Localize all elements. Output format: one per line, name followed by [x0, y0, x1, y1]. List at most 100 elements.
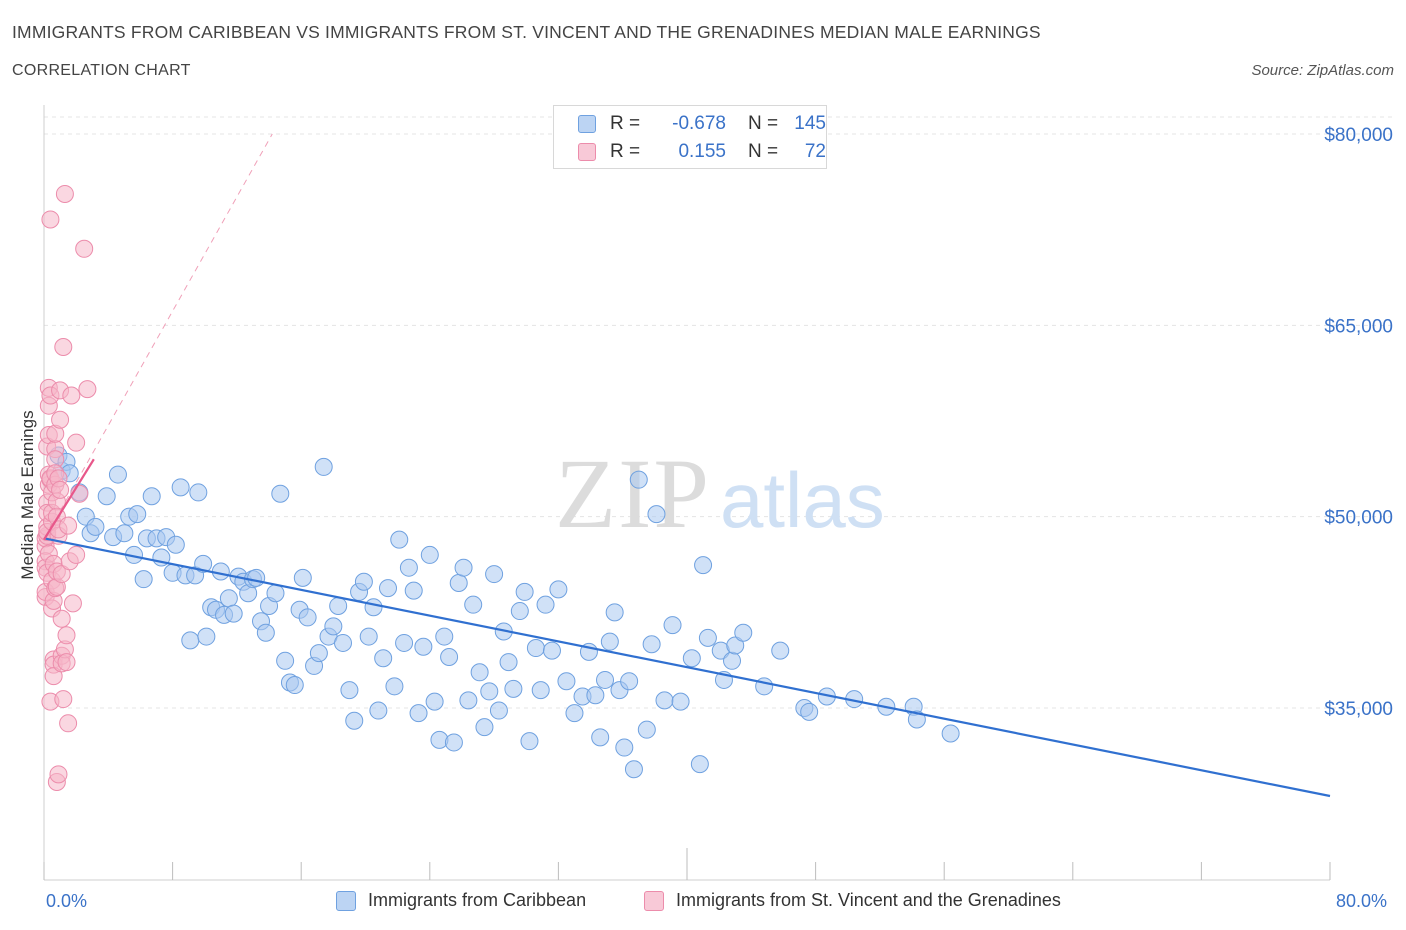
data-point — [285, 676, 304, 695]
data-point — [181, 631, 200, 650]
data-point — [390, 530, 409, 549]
legend-item-caribbean[interactable]: Immigrants from Caribbean — [336, 890, 586, 911]
data-point — [489, 701, 508, 720]
data-point — [409, 704, 428, 723]
data-point — [435, 627, 454, 646]
data-point — [600, 632, 619, 651]
data-point — [723, 651, 742, 670]
chart-subtitle: CORRELATION CHART — [12, 62, 191, 79]
data-point — [364, 598, 383, 617]
series-stvincent — [36, 184, 97, 791]
data-point — [54, 690, 73, 709]
y-tick-label: $35,000 — [1324, 699, 1393, 720]
data-point — [420, 545, 439, 564]
r-label: R = — [610, 141, 641, 162]
data-point — [449, 573, 468, 592]
y-tick-label: $50,000 — [1324, 508, 1393, 529]
y-tick-label: $65,000 — [1324, 316, 1393, 337]
data-point — [531, 681, 550, 700]
data-point — [520, 732, 539, 751]
data-point — [247, 568, 266, 587]
r-label: R = — [610, 113, 641, 134]
data-point — [41, 210, 60, 229]
data-point — [51, 480, 70, 499]
data-point — [197, 627, 216, 646]
data-point — [605, 603, 624, 622]
data-point — [340, 681, 359, 700]
r-value: 0.155 — [678, 141, 726, 162]
chart-title: IMMIGRANTS FROM CARIBBEAN VS IMMIGRANTS … — [12, 22, 1041, 42]
data-point — [907, 710, 926, 729]
data-point — [385, 677, 404, 696]
n-value: 72 — [804, 141, 826, 162]
legend-label-caribbean: Immigrants from Caribbean — [368, 890, 587, 910]
data-point — [171, 478, 190, 497]
data-point — [78, 380, 97, 399]
data-point — [526, 639, 545, 658]
trend-line-stvincent — [43, 458, 95, 541]
data-point — [414, 637, 433, 656]
x-axis-max-label: 80.0% — [1336, 891, 1388, 911]
data-point — [536, 595, 555, 614]
data-point — [682, 649, 701, 668]
data-point — [115, 524, 134, 543]
data-point — [642, 635, 661, 654]
data-point — [698, 628, 717, 647]
data-point — [734, 623, 753, 642]
data-point — [359, 627, 378, 646]
legend-item-stvincent[interactable]: Immigrants from St. Vincent and the Gren… — [644, 890, 1061, 911]
data-point — [647, 505, 666, 524]
data-point — [75, 239, 94, 258]
data-point — [395, 633, 414, 652]
data-point — [189, 483, 208, 502]
data-point — [655, 691, 674, 710]
data-point — [615, 738, 634, 757]
data-point — [142, 487, 161, 506]
watermark-zip: ZIP — [555, 438, 711, 549]
n-value: 145 — [794, 113, 826, 134]
data-point — [324, 617, 343, 636]
legend-swatch-caribbean — [336, 890, 356, 911]
data-point — [219, 589, 238, 608]
data-point — [333, 633, 352, 652]
data-point — [671, 692, 690, 711]
data-point — [128, 505, 147, 524]
legend-swatch-stvincent — [578, 143, 596, 161]
stats-legend: R = -0.678 N = 145 R = 0.155 N = 72 — [553, 105, 827, 169]
data-point — [194, 554, 213, 573]
trend-line-caribbean — [43, 537, 1331, 798]
data-point — [485, 565, 504, 584]
data-point — [271, 484, 290, 503]
data-point — [557, 672, 576, 691]
data-point — [499, 653, 518, 672]
data-point — [276, 651, 295, 670]
data-point — [542, 641, 561, 660]
data-point — [444, 733, 463, 752]
data-point — [425, 692, 444, 711]
data-point — [59, 516, 78, 535]
data-point — [52, 609, 71, 628]
r-value: -0.678 — [672, 113, 726, 134]
y-tick-label: $80,000 — [1324, 125, 1393, 146]
data-point — [586, 686, 605, 705]
legend-swatch-caribbean — [578, 115, 596, 133]
data-point — [86, 517, 105, 536]
data-point — [690, 755, 709, 774]
stats-row-caribbean: R = -0.678 N = 145 — [578, 111, 826, 137]
stats-row-stvincent: R = 0.155 N = 72 — [578, 139, 826, 165]
data-point — [293, 568, 312, 587]
data-point — [454, 558, 473, 577]
data-point — [694, 556, 713, 575]
data-points — [36, 184, 1331, 798]
data-point — [510, 602, 529, 621]
data-point — [224, 604, 243, 623]
data-point — [637, 720, 656, 739]
trend-lines — [43, 133, 273, 540]
data-point — [51, 410, 70, 429]
data-point — [941, 724, 960, 743]
data-point — [470, 663, 489, 682]
data-point — [309, 644, 328, 663]
data-point — [134, 570, 153, 589]
data-point — [504, 679, 523, 698]
